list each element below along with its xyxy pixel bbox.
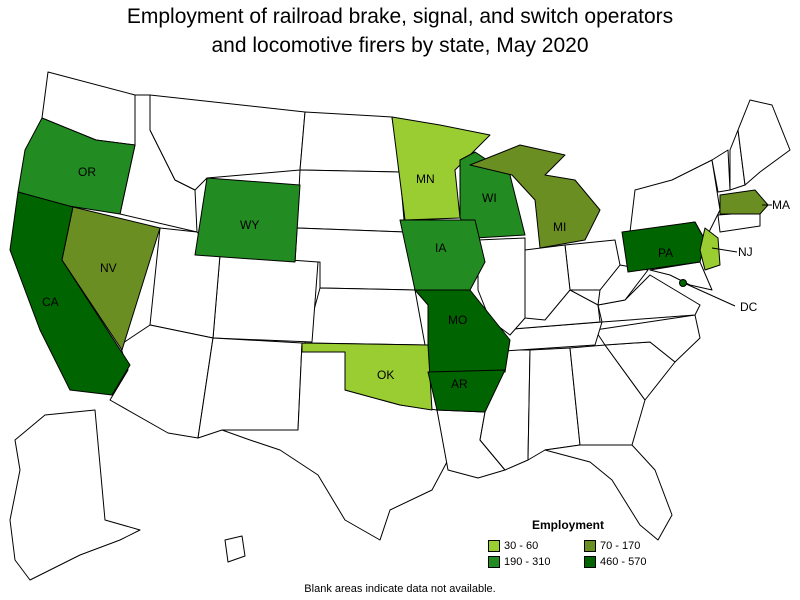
- state-ar: [427, 369, 506, 413]
- label-ar: AR: [451, 377, 468, 391]
- legend-label: 460 - 570: [600, 556, 647, 568]
- label-wy: WY: [240, 218, 259, 232]
- label-ca: CA: [42, 295, 59, 309]
- state-ak: [9, 409, 141, 581]
- legend-label: 190 - 310: [504, 556, 551, 568]
- state-ks: [304, 287, 426, 346]
- state-wy: [194, 177, 301, 263]
- legend-label: 30 - 60: [504, 540, 539, 552]
- label-pa: PA: [658, 246, 673, 260]
- dc-marker: [679, 279, 687, 287]
- legend-title: Employment: [532, 518, 605, 532]
- state-mo: [414, 289, 511, 373]
- legend-swatch: [488, 540, 500, 552]
- footnote: Blank areas indicate data not available.: [304, 583, 496, 595]
- state-me: [737, 99, 791, 186]
- label-ok: OK: [377, 368, 394, 382]
- map-title: Employment of railroad brake, signal, an…: [0, 2, 800, 60]
- state-mi: [469, 144, 601, 249]
- label-dc: DC: [740, 300, 758, 314]
- label-nj: NJ: [738, 245, 753, 259]
- legend-item-460-570: 460 - 570: [584, 556, 674, 568]
- label-mi: MI: [553, 220, 566, 234]
- legend-swatch: [584, 540, 596, 552]
- label-mn: MN: [416, 172, 435, 186]
- nj-leader-line: [711, 247, 738, 253]
- dc-leader-line: [683, 282, 736, 307]
- legend-swatch: [488, 556, 500, 568]
- label-nv: NV: [100, 261, 117, 275]
- state-az: [109, 324, 214, 439]
- legend-item-70-170: 70 - 170: [584, 540, 674, 552]
- label-mo: MO: [448, 313, 467, 327]
- state-ma: [719, 189, 769, 215]
- state-fl: [544, 444, 673, 541]
- label-wi: WI: [482, 191, 497, 205]
- state-nv: [61, 206, 161, 351]
- label-ma: MA: [772, 198, 790, 212]
- legend-item-190-310: 190 - 310: [488, 556, 584, 568]
- state-or: [17, 117, 136, 215]
- legend: Employment 30 - 60 70 - 170 190 - 310 46…: [488, 518, 668, 568]
- legend-item-30-60: 30 - 60: [488, 540, 584, 552]
- label-or: OR: [78, 165, 96, 179]
- legend-label: 70 - 170: [600, 540, 641, 552]
- state-nj: [699, 227, 721, 271]
- state-sd: [296, 169, 406, 233]
- state-il: [477, 237, 526, 336]
- title-line-1: Employment of railroad brake, signal, an…: [126, 5, 674, 28]
- state-ia: [399, 219, 486, 291]
- label-ia: IA: [435, 241, 446, 255]
- state-nm: [197, 337, 303, 439]
- state-mt: [149, 94, 306, 191]
- state-ct-ri: [717, 211, 761, 233]
- state-ga: [569, 344, 646, 446]
- state-hi: [224, 535, 246, 563]
- state-nd: [299, 111, 401, 173]
- state-ok: [301, 342, 433, 411]
- title-line-2: and locomotive firers by state, May 2020: [211, 34, 589, 57]
- legend-swatch: [584, 556, 596, 568]
- state-co: [212, 254, 319, 343]
- state-wi: [459, 151, 526, 239]
